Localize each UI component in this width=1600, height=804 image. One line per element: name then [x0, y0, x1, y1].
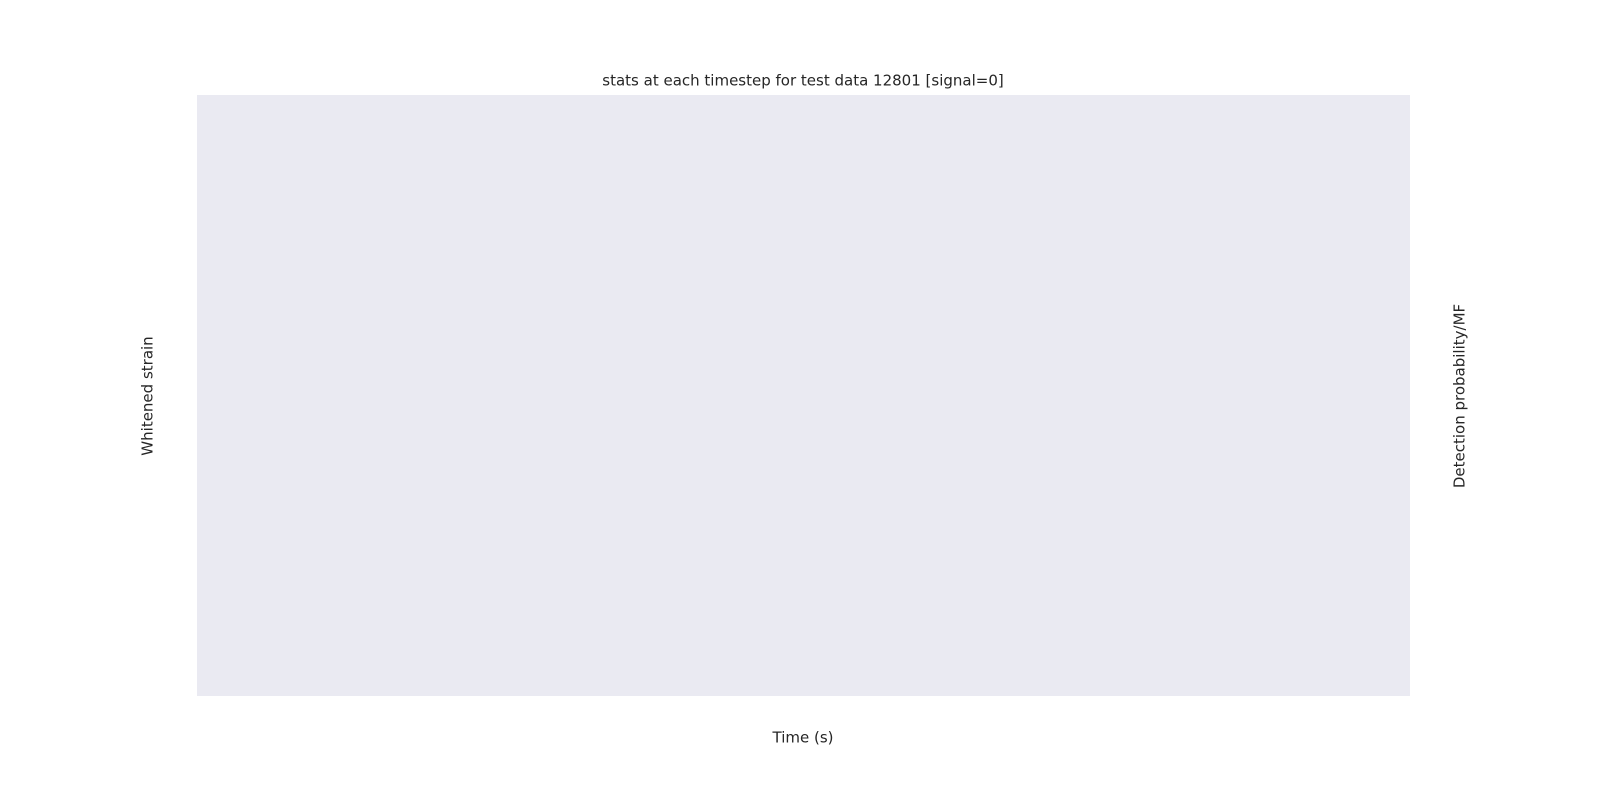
y-axis-label: Whitened strain	[139, 336, 157, 455]
chart-title: stats at each timestep for test data 128…	[602, 72, 1003, 90]
plot-area	[197, 95, 1410, 696]
y2-axis-label: Detection probability/MF	[1451, 304, 1469, 488]
x-axis-label: Time (s)	[772, 729, 834, 747]
